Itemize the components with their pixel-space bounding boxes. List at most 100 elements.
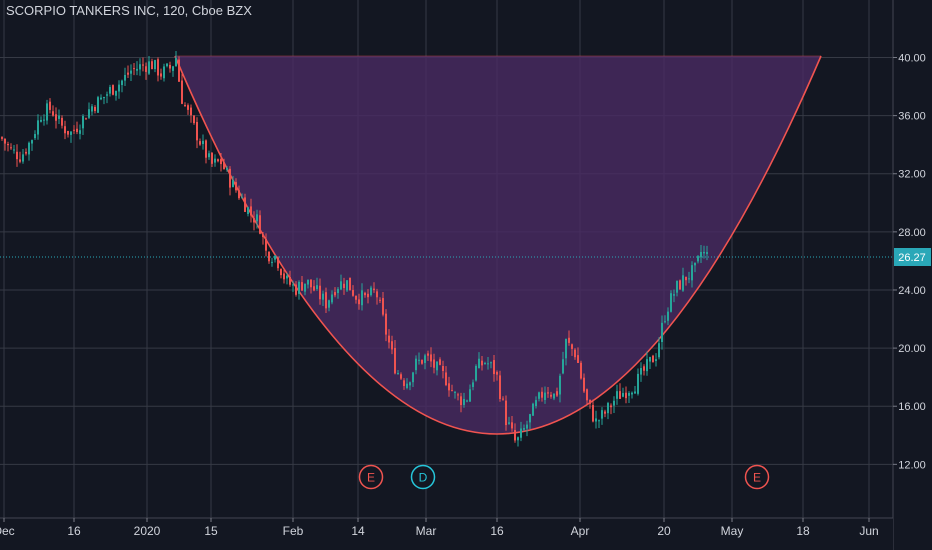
candle[interactable] (376, 288, 378, 305)
candle[interactable] (259, 210, 261, 235)
candle[interactable] (223, 158, 225, 170)
candle[interactable] (463, 392, 465, 408)
candle[interactable] (592, 399, 594, 423)
candle[interactable] (511, 415, 513, 432)
candle[interactable] (40, 116, 42, 123)
candle[interactable] (385, 309, 387, 342)
candle[interactable] (442, 360, 444, 379)
candle[interactable] (178, 56, 180, 82)
candle[interactable] (175, 51, 177, 67)
candle[interactable] (142, 57, 144, 72)
candle[interactable] (235, 178, 237, 193)
event-marker-earnings[interactable]: E (744, 464, 770, 490)
candle[interactable] (487, 356, 489, 370)
candle[interactable] (430, 347, 432, 368)
candle[interactable] (250, 198, 252, 223)
candle[interactable] (346, 280, 348, 292)
candle[interactable] (10, 143, 12, 150)
event-marker-circle[interactable] (744, 464, 770, 490)
candle[interactable] (454, 390, 456, 399)
candle[interactable] (619, 383, 621, 400)
candle[interactable] (76, 121, 78, 135)
candle[interactable] (547, 386, 549, 398)
candle[interactable] (52, 105, 54, 117)
candle[interactable] (274, 254, 276, 263)
cup-pattern-drawing[interactable] (174, 55, 822, 435)
candle[interactable] (124, 67, 126, 87)
candle[interactable] (412, 371, 414, 388)
candle[interactable] (616, 384, 618, 405)
candle[interactable] (427, 350, 429, 361)
candle[interactable] (460, 392, 462, 413)
candle[interactable] (502, 396, 504, 401)
candle[interactable] (556, 387, 558, 398)
candle[interactable] (571, 343, 573, 356)
candle[interactable] (355, 295, 357, 304)
candle[interactable] (604, 409, 606, 418)
candle[interactable] (424, 353, 426, 370)
candle[interactable] (139, 58, 141, 76)
candle[interactable] (286, 272, 288, 285)
candle[interactable] (655, 353, 657, 367)
candle[interactable] (304, 283, 306, 296)
candle[interactable] (658, 337, 660, 360)
candle[interactable] (316, 277, 318, 291)
candle[interactable] (262, 232, 264, 245)
candle[interactable] (313, 280, 315, 292)
candle[interactable] (43, 114, 45, 126)
candle[interactable] (151, 58, 153, 70)
candle[interactable] (481, 356, 483, 371)
candle[interactable] (94, 105, 96, 114)
candle[interactable] (166, 63, 168, 68)
candle[interactable] (646, 351, 648, 376)
candle[interactable] (535, 396, 537, 409)
candle[interactable] (598, 419, 600, 428)
candle[interactable] (226, 166, 228, 172)
candle[interactable] (550, 391, 552, 399)
candle[interactable] (517, 436, 519, 447)
candle[interactable] (565, 338, 567, 366)
candle[interactable] (244, 193, 246, 212)
candle[interactable] (115, 90, 117, 101)
candle[interactable] (163, 63, 165, 82)
candle[interactable] (373, 282, 375, 293)
candle[interactable] (403, 378, 405, 390)
candle[interactable] (589, 399, 591, 409)
candle[interactable] (319, 278, 321, 305)
candle[interactable] (100, 94, 102, 101)
candle[interactable] (28, 141, 30, 161)
candle[interactable] (484, 361, 486, 365)
candle[interactable] (67, 130, 69, 138)
candle[interactable] (643, 364, 645, 376)
candle[interactable] (190, 104, 192, 123)
candle[interactable] (394, 340, 396, 375)
candle[interactable] (436, 361, 438, 376)
candle[interactable] (64, 120, 66, 140)
candle[interactable] (577, 347, 579, 364)
candle[interactable] (253, 211, 255, 231)
candle[interactable] (130, 64, 132, 82)
candle[interactable] (388, 329, 390, 349)
candle[interactable] (295, 281, 297, 297)
candle[interactable] (631, 391, 633, 399)
candle[interactable] (289, 270, 291, 287)
candle[interactable] (628, 391, 630, 404)
candle[interactable] (181, 73, 183, 105)
candle[interactable] (208, 150, 210, 160)
candle[interactable] (634, 385, 636, 394)
candle[interactable] (322, 290, 324, 307)
candle[interactable] (25, 148, 27, 156)
candle[interactable] (265, 233, 267, 257)
candle[interactable] (640, 362, 642, 382)
time-axis[interactable] (0, 518, 893, 550)
candle[interactable] (202, 134, 204, 150)
candle[interactable] (46, 99, 48, 125)
candle[interactable] (457, 392, 459, 401)
candle[interactable] (298, 280, 300, 300)
candle[interactable] (352, 285, 354, 297)
candle[interactable] (184, 102, 186, 108)
candle[interactable] (475, 364, 477, 382)
candle[interactable] (229, 166, 231, 196)
